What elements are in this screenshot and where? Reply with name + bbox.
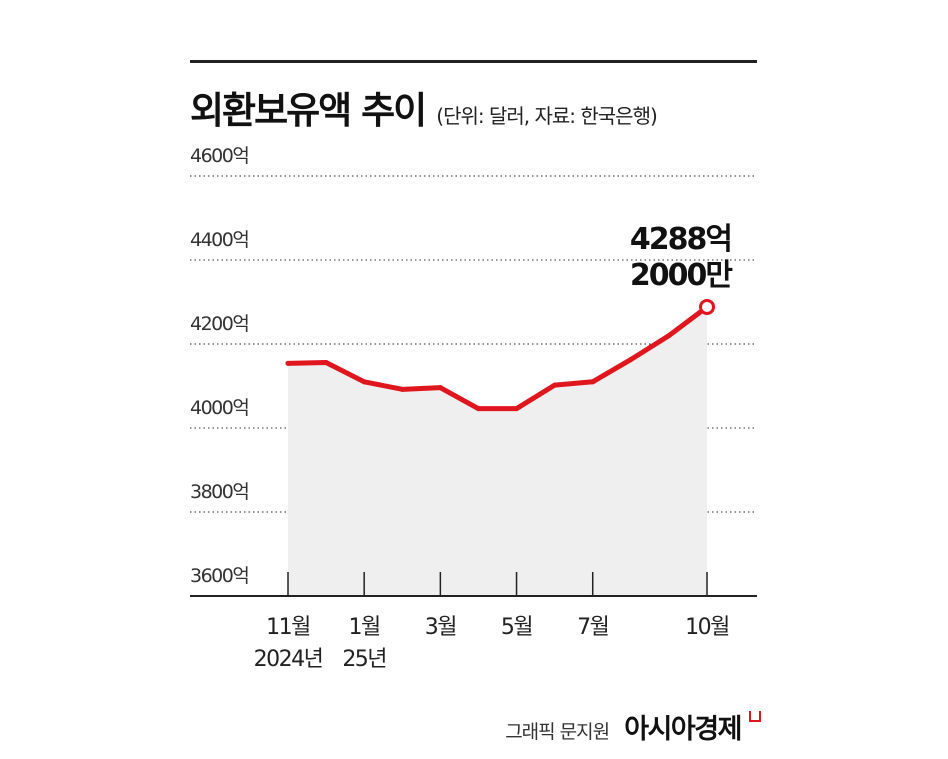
brand-mark-icon xyxy=(749,711,761,722)
data-label: 2000만 xyxy=(630,258,733,293)
data-point xyxy=(514,406,520,412)
x-tick-label: 7월 xyxy=(577,615,608,640)
y-axis: 3600억 3800억 4000억 4200억 4400억 4600억 xyxy=(190,145,250,587)
x-tick-label: 11월 xyxy=(266,615,310,640)
x-tick-label: 3월 xyxy=(425,615,456,640)
top-rule xyxy=(190,60,757,63)
credit-line: 그래픽 문지원 아시아경제 xyxy=(505,707,761,746)
data-point xyxy=(285,360,291,366)
data-point xyxy=(399,386,405,392)
series-layer xyxy=(285,298,715,412)
y-tick-label: 4600억 xyxy=(190,145,248,167)
chart-subtitle: (단위: 달러, 자료: 한국은행) xyxy=(436,104,658,128)
x-tick-label: 1월 xyxy=(349,615,380,640)
data-point xyxy=(628,357,634,363)
data-point-highlight xyxy=(699,298,715,315)
area-fill xyxy=(288,306,707,596)
data-label: 4288억 xyxy=(630,222,731,257)
y-tick-label: 4200억 xyxy=(190,313,248,335)
x-axis: 11월 2024년 1월 25년 3월 5월 7월 10월 xyxy=(190,572,757,672)
chart-title: 외환보유액 추이 xyxy=(190,89,427,132)
data-point xyxy=(323,359,329,365)
data-point xyxy=(361,379,367,385)
graphic-credit: 그래픽 문지원 xyxy=(505,721,610,743)
x-tick-label: 5월 xyxy=(501,615,532,640)
y-tick-label: 3600억 xyxy=(190,565,248,587)
area-path xyxy=(288,306,707,596)
data-point xyxy=(666,333,672,339)
x-tick-label: 10월 xyxy=(685,615,729,640)
chart-header: 외환보유액 추이 (단위: 달러, 자료: 한국은행) xyxy=(190,80,658,134)
series-line xyxy=(285,304,710,412)
data-point xyxy=(590,379,596,385)
x-tick-label: 2024년 xyxy=(254,647,323,672)
y-tick-label: 4000억 xyxy=(190,397,248,419)
data-point xyxy=(437,385,443,391)
data-point xyxy=(552,382,558,388)
y-tick-label: 4400억 xyxy=(190,229,248,251)
y-tick-label: 3800억 xyxy=(190,481,248,503)
x-tick-label: 25년 xyxy=(342,647,386,672)
data-point xyxy=(475,406,481,412)
brand-logo: 아시아경제 xyxy=(624,714,742,745)
